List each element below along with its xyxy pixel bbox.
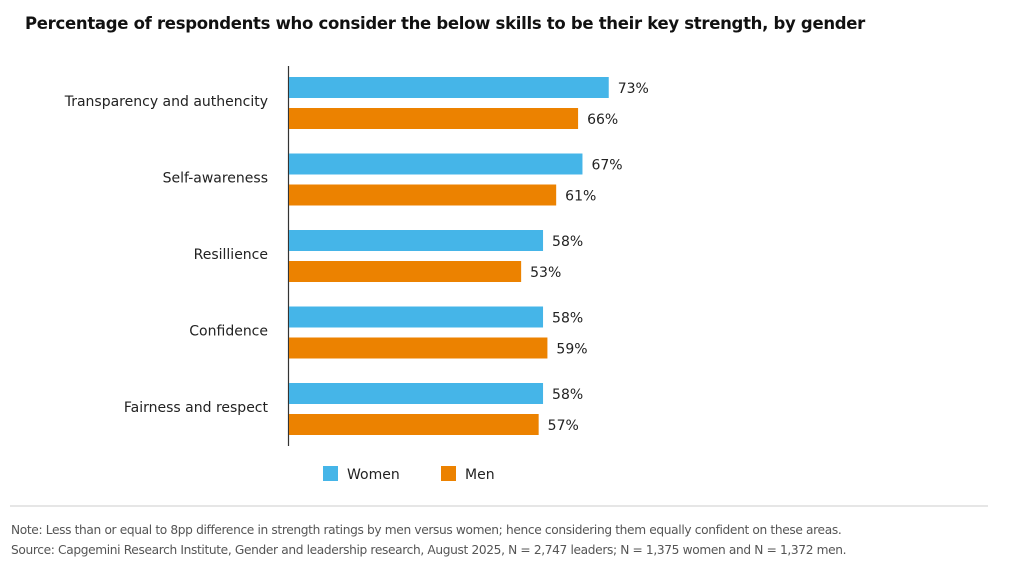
bar-women [289,77,609,98]
legend: Women Men [323,466,495,483]
bar-men [289,184,557,206]
data-label: 73% [618,81,649,97]
footer-notes: Note: Less than or equal to 8pp differen… [11,520,847,560]
bar-men [289,261,522,282]
data-label: 58% [552,387,583,403]
category-label: Confidence [189,324,268,340]
category-label: Self-awareness [163,171,268,187]
data-label: 58% [552,234,583,250]
chart-title: Percentage of respondents who consider t… [25,14,866,33]
footer-divider [10,505,988,507]
bar-women [289,230,544,251]
category-label: Transparency and authencity [64,94,268,110]
bar-men [289,414,539,435]
data-label: 57% [548,418,579,434]
category-label: Fairness and respect [124,400,269,416]
bar-men [289,337,548,359]
data-label: 59% [556,342,587,358]
legend-swatch-men [441,466,456,481]
data-label: 53% [530,265,561,281]
legend-label-women: Women [347,467,400,483]
bar-chart: Transparency and authencity 73%66% Self-aw… [64,66,649,483]
source-text: Source: Capgemini Research Institute, Ge… [11,543,847,557]
data-label: 58% [552,311,583,327]
data-label: 67% [591,158,622,174]
bar-women [289,383,544,404]
note-text: Note: Less than or equal to 8pp differen… [11,523,842,537]
category-label: Resillience [194,247,268,263]
bar-men [289,108,579,129]
data-label: 66% [587,112,618,128]
legend-label-men: Men [465,467,495,483]
bar-women [289,306,544,328]
data-label: 61% [565,189,596,205]
legend-swatch-women [323,466,338,481]
bar-women [289,153,583,175]
